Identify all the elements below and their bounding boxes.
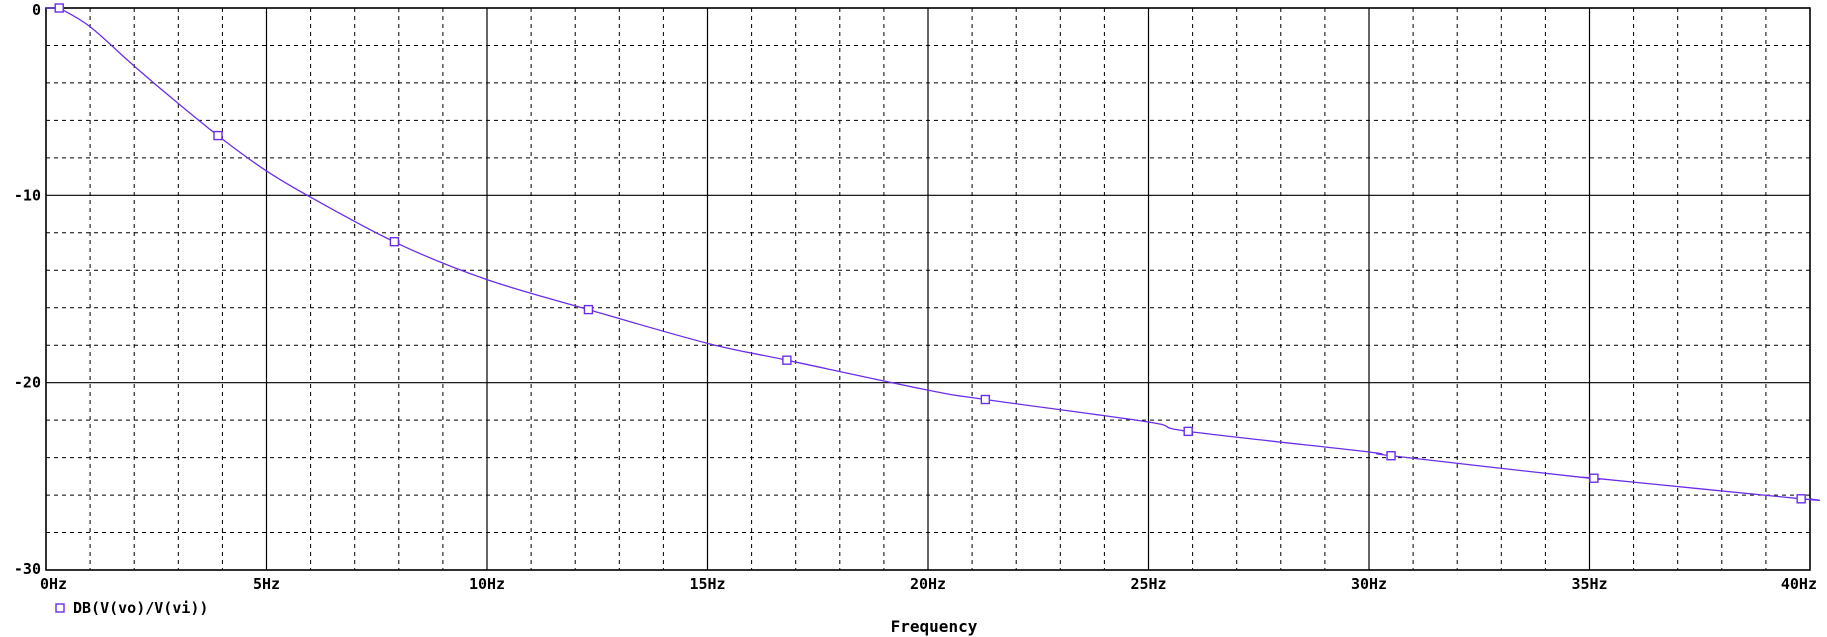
series-line — [46, 7, 1820, 501]
x-tick-label: 35Hz — [1571, 575, 1607, 593]
series-marker — [1183, 426, 1193, 437]
x-tick-label: 10Hz — [469, 575, 505, 593]
series-marker — [1589, 473, 1599, 483]
axis-ticks: 0Hz 5Hz 10Hz 15Hz 20Hz 25Hz 30Hz 35Hz 40Hz 0 -10 -2… — [14, 1, 1817, 593]
series-marker — [980, 394, 991, 405]
x-tick-label: 0Hz — [40, 575, 67, 593]
x-tick-label: 20Hz — [910, 575, 946, 593]
x-tick-label: 15Hz — [689, 575, 725, 593]
legend-label: DB(V(vo)/V(vi)) — [73, 599, 208, 617]
series-marker — [583, 304, 594, 315]
x-tick-label: 30Hz — [1351, 575, 1387, 593]
series-marker — [54, 3, 64, 13]
y-tick-label: -30 — [14, 560, 41, 578]
legend: DB(V(vo)/V(vi)) — [55, 599, 208, 617]
x-tick-label: 25Hz — [1130, 575, 1166, 593]
series-marker — [213, 130, 223, 141]
y-tick-label: -10 — [14, 186, 41, 204]
y-tick-label: -20 — [14, 374, 41, 392]
x-tick-label: 40Hz — [1781, 575, 1817, 593]
series-layer — [46, 3, 1820, 504]
legend-marker-icon — [55, 603, 65, 613]
x-axis-title: Frequency — [891, 617, 978, 636]
series-marker — [1796, 494, 1806, 504]
series-marker — [1386, 451, 1396, 461]
series-marker — [782, 355, 792, 365]
series-marker — [389, 236, 400, 247]
y-tick-label: 0 — [32, 1, 41, 19]
x-tick-label: 5Hz — [253, 575, 280, 593]
plot-frame — [45, 7, 1811, 571]
